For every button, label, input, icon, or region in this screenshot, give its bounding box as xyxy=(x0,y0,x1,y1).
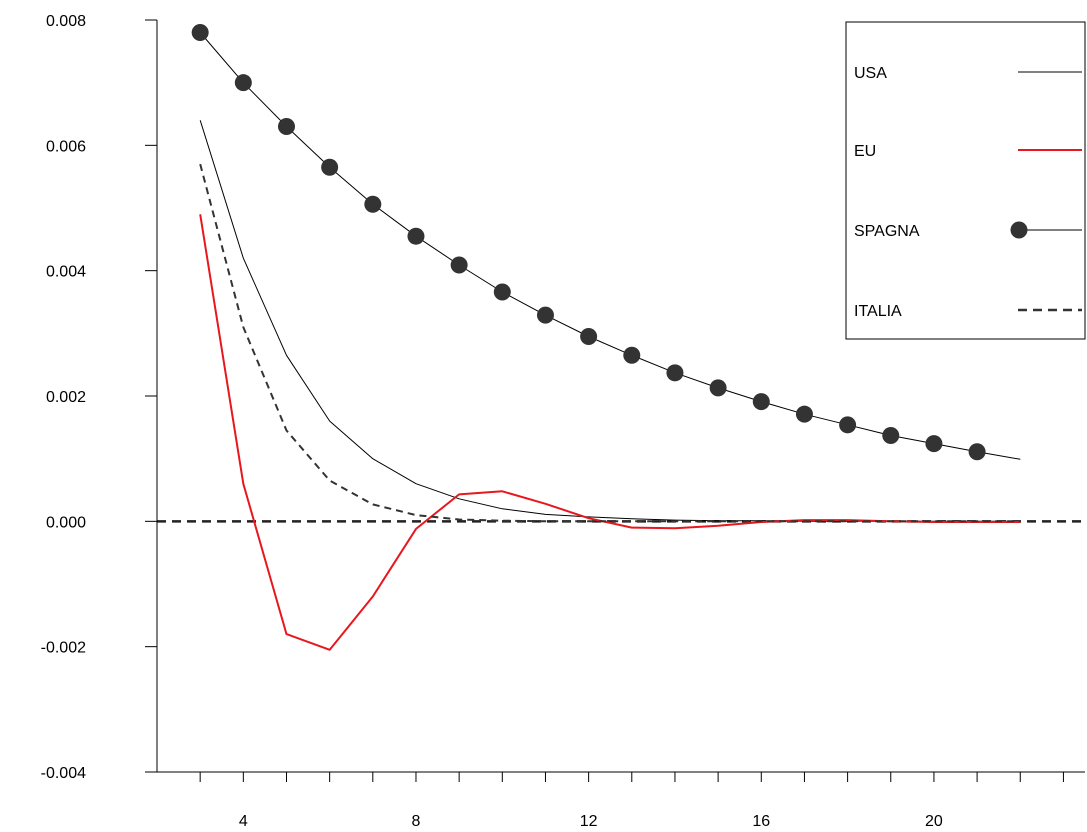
series-marker-spagna xyxy=(277,118,295,136)
series-marker-spagna xyxy=(882,426,900,444)
series-marker-spagna xyxy=(536,306,554,324)
series-line-eu xyxy=(199,214,1021,651)
series-marker-spagna xyxy=(493,283,511,301)
legend-label-usa: USA xyxy=(854,65,887,82)
axes-group: -0.004 -0.002 0.000 0.002 0.004 0.006 0.008 4 8 1… xyxy=(41,13,1085,830)
y-tick-label: 0.008 xyxy=(46,13,86,30)
legend-marker-spagna xyxy=(1010,221,1028,239)
series-marker-spagna xyxy=(580,327,598,345)
legend-box xyxy=(845,21,1086,340)
series-marker-spagna xyxy=(191,24,209,42)
x-tick-label: 12 xyxy=(580,813,598,830)
y-tick-label: 0.006 xyxy=(46,138,86,155)
series-marker-spagna xyxy=(666,364,684,382)
y-tick-label: -0.004 xyxy=(41,765,86,782)
legend-label-eu: EU xyxy=(854,143,876,160)
legend-label-italia: ITALIA xyxy=(854,303,902,320)
series-marker-spagna xyxy=(321,158,339,176)
series-marker-spagna xyxy=(623,346,641,364)
y-tick-label: -0.002 xyxy=(41,640,86,657)
series-marker-spagna xyxy=(752,393,770,411)
series-marker-spagna xyxy=(925,435,943,453)
y-tick-label: 0.000 xyxy=(46,514,86,531)
series-marker-spagna xyxy=(795,405,813,423)
legend-label-spagna: SPAGNA xyxy=(854,223,920,240)
y-tick-label: 0.004 xyxy=(46,264,86,281)
series-marker-spagna xyxy=(709,379,727,397)
series-marker-spagna xyxy=(364,195,382,213)
x-tick-label: 20 xyxy=(925,813,943,830)
series-marker-spagna xyxy=(450,256,468,274)
legend: USA EU SPAGNA ITALIA xyxy=(845,21,1086,340)
series-marker-spagna xyxy=(407,227,425,245)
series-group xyxy=(191,24,1021,651)
x-tick-label: 16 xyxy=(752,813,770,830)
x-tick-label: 4 xyxy=(239,813,248,830)
series-marker-spagna xyxy=(968,443,986,461)
series-marker-spagna xyxy=(234,74,252,92)
x-tick-label: 8 xyxy=(412,813,421,830)
series-marker-spagna xyxy=(839,416,857,434)
y-tick-label: 0.002 xyxy=(46,389,86,406)
